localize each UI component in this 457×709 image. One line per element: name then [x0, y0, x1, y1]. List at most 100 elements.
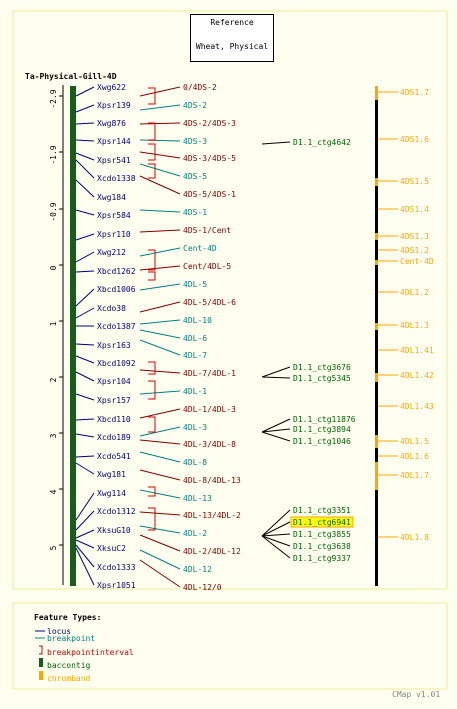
breakpoint-label[interactable]: 4DS-1/Cent [183, 226, 231, 235]
breakpoint-label[interactable]: 4DL-1 [183, 387, 207, 396]
locus-connector [75, 510, 95, 531]
locus-label[interactable]: XksuC2 [97, 544, 126, 553]
contig-connector [261, 521, 291, 537]
breakpoint-label[interactable]: 4DS-5/4DS-1 [183, 190, 236, 199]
locus-label[interactable]: Xbcd110 [97, 415, 131, 424]
contig-label[interactable]: D1.1_ctg9337 [293, 554, 351, 563]
chromband-label[interactable]: Cent-4D [400, 257, 434, 266]
breakpoint-connector [139, 451, 181, 463]
locus-label[interactable]: Xbcd1262 [97, 267, 136, 276]
scale-tick-label: 0 [49, 265, 58, 270]
map-title[interactable]: Ta-Physical-Gill-4D [25, 72, 117, 81]
contig-label[interactable]: D1.1_ctg11876 [293, 415, 356, 424]
breakpoint-label[interactable]: 4DL-3 [183, 423, 207, 432]
contig-label[interactable]: D1.1_ctg3638 [293, 542, 351, 551]
contig-connector [261, 376, 291, 379]
breakpoint-label[interactable]: 4DL-7 [183, 351, 207, 360]
breakpoint-connector [139, 86, 181, 97]
chromband-label[interactable]: 4DS1.7 [400, 88, 429, 97]
chromband-label[interactable]: 4DL1.43 [400, 402, 434, 411]
locus-label[interactable]: Xcdo1338 [97, 174, 136, 183]
chromband-bar[interactable] [375, 86, 378, 586]
breakpoint-label[interactable]: 4DL-8/4DL-13 [183, 476, 241, 485]
locus-connector [75, 209, 95, 216]
breakpoint-connector [139, 549, 181, 570]
locus-label[interactable]: Xcdo541 [97, 452, 131, 461]
breakpoint-interval-bracket [148, 249, 156, 271]
breakpoint-label[interactable]: 4DL-8 [183, 458, 207, 467]
locus-label[interactable]: Xpsr139 [97, 101, 131, 110]
breakpoint-label[interactable]: 4DS-2 [183, 101, 207, 110]
locus-label[interactable]: Xpsr1051 [97, 581, 136, 590]
breakpoint-label[interactable]: 4DS-1 [183, 208, 207, 217]
breakpoint-label[interactable]: 4DS-5 [183, 172, 207, 181]
map-bar[interactable] [70, 86, 76, 586]
breakpoint-label[interactable]: 4DL-5/4DL-6 [183, 298, 236, 307]
chromband-label[interactable]: 4DS1.4 [400, 205, 429, 214]
locus-label[interactable]: Xcdo1333 [97, 563, 136, 572]
breakpoint-label[interactable]: 4DL-12 [183, 565, 212, 574]
locus-label[interactable]: Xpsr144 [97, 137, 131, 146]
contig-label[interactable]: D1.1_ctg5345 [293, 374, 351, 383]
chromband-label[interactable]: 4DL1.7 [400, 471, 429, 480]
contig-label[interactable]: D1.1_ctg6941 [293, 518, 351, 527]
chromband-label[interactable]: 4DS1.5 [400, 177, 429, 186]
chromband-label[interactable]: 4DL1.8 [400, 533, 429, 542]
locus-label[interactable]: Xbcd1006 [97, 285, 136, 294]
contig-label[interactable]: D1.1_ctg3894 [293, 425, 351, 434]
contig-label[interactable]: D1.1_ctg3676 [293, 363, 351, 372]
locus-label[interactable]: Xpsr104 [97, 377, 131, 386]
contig-label[interactable]: D1.1_ctg3351 [293, 506, 351, 515]
contig-connector [261, 428, 291, 433]
breakpoint-label[interactable]: 4DL-13 [183, 494, 212, 503]
locus-label[interactable]: Xcdo38 [97, 304, 126, 313]
breakpoint-label[interactable]: 0/4DS-2 [183, 83, 217, 92]
locus-label[interactable]: Xcdo1312 [97, 507, 136, 516]
locus-connector [75, 179, 95, 198]
chromband-label[interactable]: 4DL1.3 [400, 321, 429, 330]
breakpoint-label[interactable]: 4DL-10 [183, 316, 212, 325]
locus-label[interactable]: Xpsr110 [97, 230, 131, 239]
breakpointinterval-legend-icon [39, 645, 43, 655]
locus-label[interactable]: Xwg114 [97, 489, 126, 498]
breakpoint-label[interactable]: 4DS-3 [183, 137, 207, 146]
chromband-label[interactable]: 4DS1.6 [400, 135, 429, 144]
breakpoint-label[interactable]: 4DL-7/4DL-1 [183, 369, 236, 378]
chromband-label[interactable]: 4DL1.41 [400, 346, 434, 355]
contig-label[interactable]: D1.1_ctg3855 [293, 530, 351, 539]
chromband-label[interactable]: 4DS1.2 [400, 246, 429, 255]
locus-label[interactable]: Xwg212 [97, 248, 126, 257]
locus-label[interactable]: Xpsr157 [97, 396, 131, 405]
locus-label[interactable]: Xwg184 [97, 193, 126, 202]
locus-label[interactable]: Xcdo1387 [97, 322, 136, 331]
breakpoint-label[interactable]: 4DL-12/0 [183, 583, 222, 592]
breakpoint-label[interactable]: 4DL-6 [183, 334, 207, 343]
breakpoint-label[interactable]: Cent-4D [183, 244, 217, 253]
locus-label[interactable]: Xwg876 [97, 119, 126, 128]
breakpoint-label[interactable]: 4DL-1/4DL-3 [183, 405, 236, 414]
chromband-label[interactable]: 4DL1.5 [400, 437, 429, 446]
locus-label[interactable]: Xwg622 [97, 83, 126, 92]
locus-label[interactable]: Xwg181 [97, 470, 126, 479]
breakpoint-label[interactable]: 4DL-13/4DL-2 [183, 511, 241, 520]
breakpoint-label[interactable]: 4DL-3/4DL-8 [183, 440, 236, 449]
reference-box[interactable]: Reference Wheat, Physical [190, 14, 274, 62]
breakpoint-label[interactable]: 4DS-2/4DS-3 [183, 119, 236, 128]
locus-label[interactable]: XksuG10 [97, 526, 131, 535]
breakpoint-label[interactable]: 4DS-3/4DS-5 [183, 154, 236, 163]
locus-label[interactable]: Xcdo189 [97, 433, 131, 442]
breakpoint-label[interactable]: Cent/4DL-5 [183, 262, 231, 271]
breakpoint-label[interactable]: 4DL-2/4DL-12 [183, 547, 241, 556]
chromband-label[interactable]: 4DS1.3 [400, 232, 429, 241]
locus-label[interactable]: Xpsr541 [97, 156, 131, 165]
contig-label[interactable]: D1.1_ctg1046 [293, 437, 351, 446]
locus-label[interactable]: Xbcd1092 [97, 359, 136, 368]
chromband-label[interactable]: 4DL1.6 [400, 452, 429, 461]
locus-label[interactable]: Xpsr163 [97, 341, 131, 350]
breakpoint-label[interactable]: 4DL-2 [183, 529, 207, 538]
chromband-label[interactable]: 4DL1.42 [400, 371, 434, 380]
breakpoint-label[interactable]: 4DL-5 [183, 280, 207, 289]
locus-label[interactable]: Xpsr584 [97, 211, 131, 220]
chromband-label[interactable]: 4DL1.2 [400, 288, 429, 297]
contig-label[interactable]: D1.1_ctg4642 [293, 138, 351, 147]
